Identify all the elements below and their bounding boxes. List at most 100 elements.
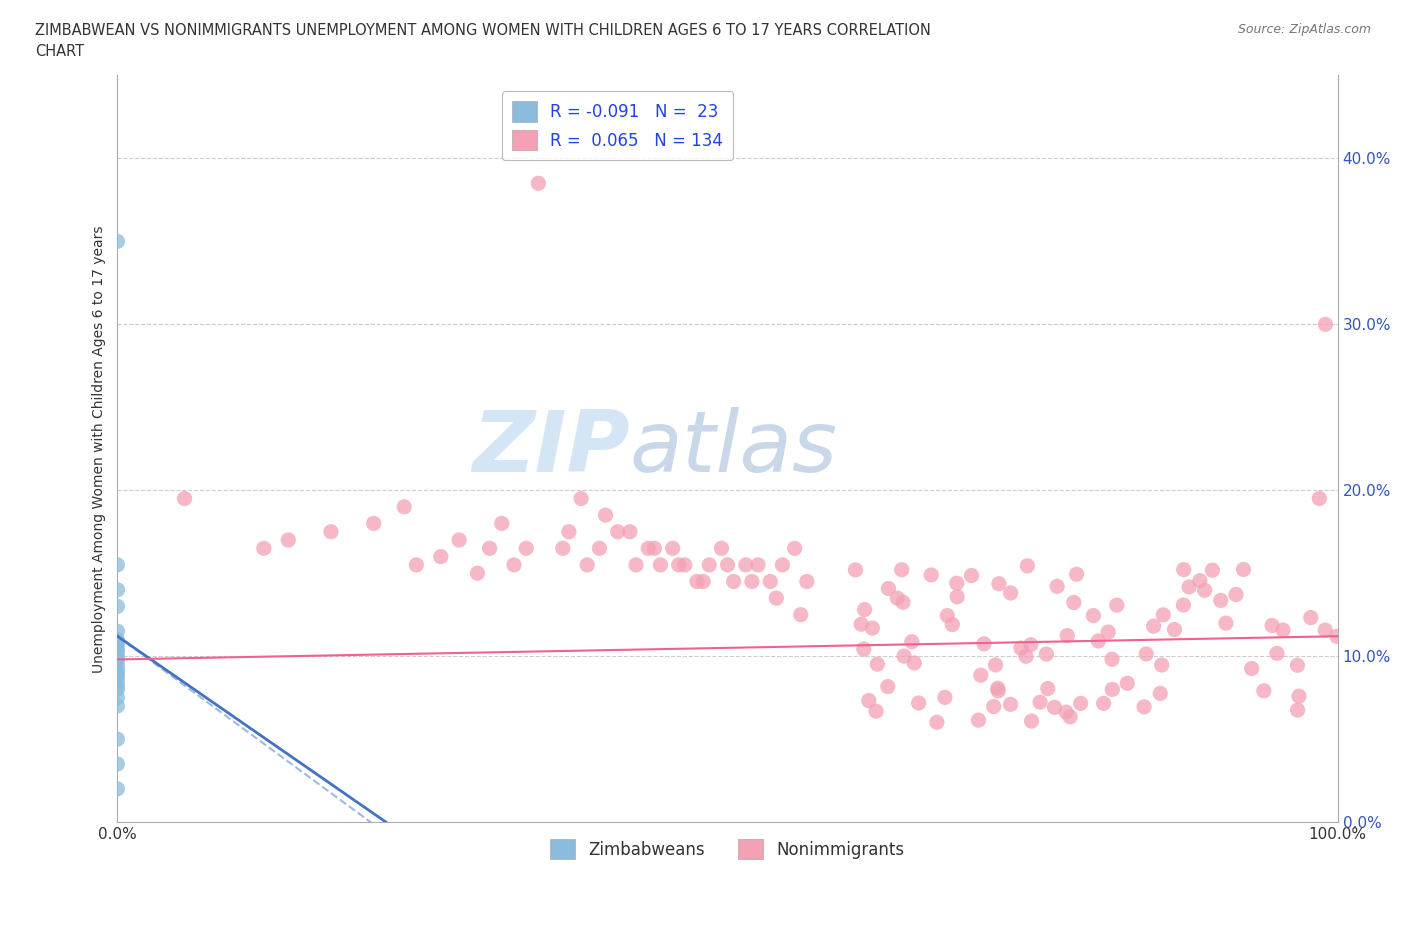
Point [107,669,129,684]
Point [107,624,129,639]
Point [907,696,929,711]
Point [1150,658,1173,672]
Point [1194,583,1216,598]
Point [960,568,983,583]
Point [107,665,129,680]
Point [363,516,385,531]
Point [983,699,1005,714]
Point [107,657,129,671]
Point [1173,563,1195,578]
Point [277,533,299,548]
Point [1253,684,1275,698]
Point [765,591,787,605]
Point [392,499,415,514]
Point [1101,652,1123,667]
Point [946,590,969,604]
Point [668,557,690,572]
Point [1201,563,1223,578]
Point [759,574,782,589]
Point [1215,616,1237,631]
Point [852,642,875,657]
Point [107,582,129,597]
Point [1019,637,1042,652]
Point [1143,618,1166,633]
Point [973,636,995,651]
Point [891,595,914,610]
Point [796,574,818,589]
Point [467,565,489,580]
Point [449,533,471,548]
Point [107,756,129,771]
Y-axis label: Unemployment Among Women with Children Ages 6 to 17 years: Unemployment Among Women with Children A… [93,225,107,672]
Point [1046,578,1069,593]
Point [1133,699,1156,714]
Point [558,525,581,539]
Point [1149,686,1171,701]
Point [877,581,900,596]
Point [1066,566,1088,581]
Point [1173,598,1195,613]
Point [967,712,990,727]
Point [643,541,665,556]
Point [844,563,866,578]
Point [515,541,537,556]
Point [107,644,129,658]
Point [1043,700,1066,715]
Point [1299,610,1322,625]
Text: CHART: CHART [35,44,84,59]
Point [1326,629,1348,644]
Point [107,690,129,705]
Point [970,668,993,683]
Point [1261,618,1284,633]
Point [734,557,756,572]
Point [661,541,683,556]
Point [624,557,647,572]
Point [619,525,641,539]
Point [946,576,969,591]
Point [253,541,276,556]
Point [637,541,659,556]
Point [1265,646,1288,661]
Point [673,557,696,572]
Point [107,652,129,667]
Point [405,557,427,572]
Point [107,557,129,572]
Point [1056,628,1078,643]
Point [107,635,129,650]
Point [527,176,550,191]
Point [1163,622,1185,637]
Point [1178,579,1201,594]
Point [860,620,883,635]
Point [934,690,956,705]
Point [1087,633,1109,648]
Point [1054,705,1077,720]
Point [920,567,942,582]
Text: Source: ZipAtlas.com: Source: ZipAtlas.com [1237,23,1371,36]
Point [1010,641,1032,656]
Point [1105,598,1128,613]
Point [1288,689,1310,704]
Point [903,656,925,671]
Point [1063,595,1085,610]
Point [595,508,617,523]
Point [1240,661,1263,676]
Point [747,557,769,572]
Point [650,557,672,572]
Point [987,684,1010,698]
Point [790,607,813,622]
Point [1315,317,1337,332]
Point [606,525,628,539]
Point [886,591,908,605]
Point [1101,682,1123,697]
Point [901,634,924,649]
Point [1015,649,1038,664]
Point [319,525,342,539]
Point [503,557,526,572]
Point [783,541,806,556]
Point [1000,586,1022,601]
Point [710,541,733,556]
Point [1209,593,1232,608]
Point [1083,608,1105,623]
Point [1286,658,1309,672]
Point [866,657,889,671]
